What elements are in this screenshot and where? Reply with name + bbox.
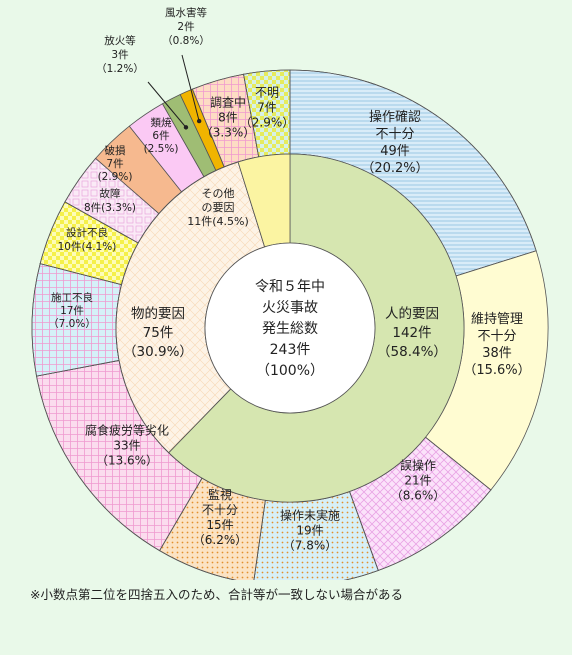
leader-dot-放火等 <box>183 125 189 130</box>
inner-label-その他の要因-line-2: 11件(4.5%) <box>187 215 249 228</box>
outer-label-監視不十分-line-2: 15件 <box>206 518 233 532</box>
outer-label-風水害等-line-0: 風水害等 <box>165 6 207 19</box>
inner-label-人的要因-line-2: （58.4%） <box>377 344 447 360</box>
outer-label-破損-line-2: (2.9%) <box>98 171 133 183</box>
outer-label-不明-line-1: 7件 <box>257 101 277 115</box>
outer-label-不明-line-0: 不明 <box>255 86 279 100</box>
center-label-line-1: 火災事故 <box>262 300 318 316</box>
outer-label-誤操作-line-0: 誤操作 <box>400 458 436 473</box>
outer-label-操作未実施-line-1: 19件 <box>296 524 323 538</box>
outer-label-監視不十分-line-0: 監視 <box>208 487 232 502</box>
donut-chart: 操作確認不十分49件（20.2%）維持管理不十分38件（15.6%）誤操作21件… <box>31 6 549 580</box>
outer-label-不明-line-2: （2.9%） <box>240 116 295 130</box>
outer-label-操作確認不十分-line-3: （20.2%） <box>361 161 428 176</box>
leader-line-風水害等 <box>181 54 200 122</box>
outer-label-破損-line-0: 破損 <box>105 144 126 157</box>
outer-label-放火等-line-0: 放火等 <box>104 34 136 47</box>
outer-label-誤操作-line-2: （8.6%） <box>391 489 446 503</box>
outer-label-施工不良-line-1: 17件 <box>60 305 84 317</box>
outer-label-放火等-line-1: 3件 <box>111 49 128 61</box>
outer-label-誤操作-line-1: 21件 <box>404 474 431 488</box>
center-label-line-3: 243件 <box>270 342 311 358</box>
outer-label-腐食疲労等劣化-line-2: （13.6%） <box>96 454 158 468</box>
outer-label-調査中-line-2: （3.3%） <box>201 126 256 140</box>
inner-label-物的要因-line-0: 物的要因 <box>131 306 185 322</box>
outer-label-調査中-line-0: 調査中 <box>210 95 246 110</box>
outer-label-設計不良-line-0: 設計不良 <box>66 226 108 239</box>
outer-label-操作確認不十分-line-2: 49件 <box>380 144 410 159</box>
outer-label-監視不十分-line-3: （6.2%） <box>193 533 248 547</box>
inner-label-人的要因-line-1: 142件 <box>392 325 431 341</box>
inner-label-その他の要因-line-1: の要因 <box>202 201 235 214</box>
outer-label-施工不良-line-0: 施工不良 <box>51 291 93 304</box>
inner-label-その他の要因-line-0: その他 <box>202 187 235 200</box>
outer-label-故障-line-1: 8件(3.3%) <box>84 202 136 214</box>
outer-label-腐食疲労等劣化-line-1: 33件 <box>113 439 140 453</box>
outer-label-監視不十分-line-1: 不十分 <box>202 503 238 517</box>
outer-label-故障-line-0: 故障 <box>100 187 121 200</box>
outer-label-維持管理不十分-line-3: （15.6%） <box>463 363 530 378</box>
outer-label-設計不良-line-1: 10件(4.1%) <box>58 241 117 253</box>
donut-center <box>204 242 376 414</box>
outer-label-操作確認不十分-line-0: 操作確認 <box>369 109 421 125</box>
inner-label-人的要因-line-0: 人的要因 <box>385 306 439 322</box>
outer-label-維持管理不十分-line-1: 不十分 <box>477 329 516 344</box>
outer-label-放火等-line-2: （1.2%） <box>96 63 144 75</box>
outer-label-維持管理不十分-line-0: 維持管理 <box>471 312 523 327</box>
outer-label-類焼-line-0: 類焼 <box>151 117 172 129</box>
outer-label-類焼-line-2: (2.5%) <box>144 143 179 155</box>
leader-line-放火等 <box>147 81 187 128</box>
outer-label-施工不良-line-2: （7.0%） <box>48 318 96 330</box>
outer-label-腐食疲労等劣化-line-0: 腐食疲労等劣化 <box>85 423 169 438</box>
outer-label-破損-line-1: 7件 <box>106 158 123 170</box>
outer-label-調査中-line-1: 8件 <box>218 111 238 125</box>
inner-label-物的要因-line-1: 75件 <box>143 325 174 341</box>
center-label-line-4: （100%） <box>256 363 324 379</box>
outer-label-操作確認不十分-line-1: 不十分 <box>375 127 414 142</box>
outer-label-類焼-line-1: 6件 <box>152 130 169 142</box>
center-label-line-0: 令和５年中 <box>255 279 325 295</box>
footnote: ※小数点第二位を四捨五入のため、合計等が一致しない場合がある <box>30 587 403 602</box>
outer-label-風水害等-line-1: 2件 <box>177 21 194 33</box>
outer-label-操作未実施-line-0: 操作未実施 <box>280 508 340 523</box>
outer-label-風水害等-line-2: （0.8%） <box>162 35 210 47</box>
outer-label-操作未実施-line-2: （7.8%） <box>283 539 338 553</box>
outer-label-維持管理不十分-line-2: 38件 <box>482 346 512 361</box>
inner-label-物的要因-line-2: （30.9%） <box>123 344 193 360</box>
leader-dot-風水害等 <box>196 118 202 124</box>
center-label-line-2: 発生総数 <box>262 321 318 337</box>
